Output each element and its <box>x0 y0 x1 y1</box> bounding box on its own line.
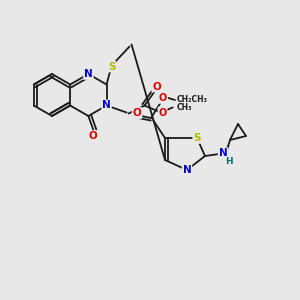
Text: CH₂CH₃: CH₂CH₃ <box>177 95 208 104</box>
Text: S: S <box>108 61 115 71</box>
Text: N: N <box>219 148 227 158</box>
Text: O: O <box>152 82 161 92</box>
Text: N: N <box>102 100 111 110</box>
Text: N: N <box>183 165 191 175</box>
Text: CH₃: CH₃ <box>177 103 192 112</box>
Text: S: S <box>193 133 201 143</box>
Text: N: N <box>84 69 93 79</box>
Text: O: O <box>159 93 167 103</box>
Text: O: O <box>89 131 98 141</box>
Text: H: H <box>225 157 233 166</box>
Text: O: O <box>133 108 141 118</box>
Text: O: O <box>158 107 167 118</box>
